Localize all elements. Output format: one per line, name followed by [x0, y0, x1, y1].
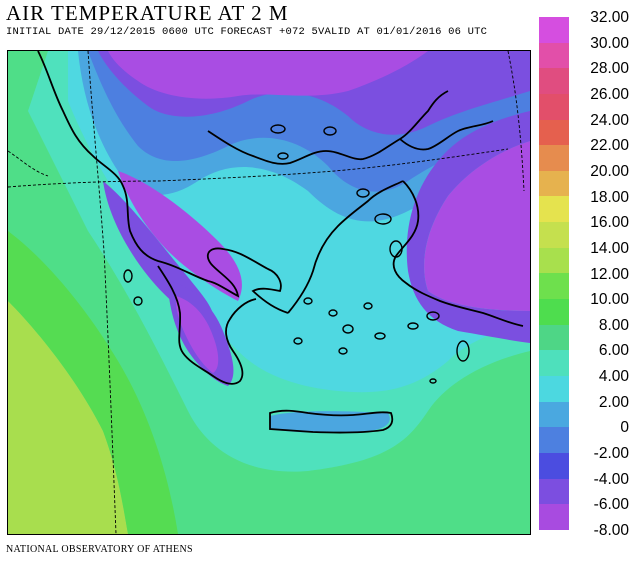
- legend-swatch: [539, 68, 569, 94]
- legend-swatch: [539, 247, 569, 274]
- legend-swatch: [539, 324, 569, 351]
- field-southwest-warm: [8, 301, 128, 534]
- island: [389, 240, 403, 258]
- temperature-map: [7, 50, 531, 535]
- legend-swatch: [539, 427, 569, 453]
- field-mainland-violet: [118, 171, 242, 301]
- island: [328, 309, 338, 317]
- island: [429, 378, 437, 384]
- legend-label: 32.00: [590, 9, 629, 26]
- credit-text: NATIONAL OBSERVATORY OF ATHENS: [6, 544, 193, 555]
- legend-swatch: [539, 17, 569, 43]
- field-ionian-green: [8, 231, 178, 534]
- legend-label: 14.00: [590, 239, 629, 257]
- coastlines: [37, 51, 524, 434]
- island: [277, 152, 289, 160]
- island: [356, 188, 370, 198]
- island: [133, 296, 143, 306]
- legend-label: -8.00: [593, 522, 629, 539]
- island: [407, 322, 419, 330]
- legend-swatch: [539, 273, 569, 300]
- island: [342, 324, 354, 334]
- legend-swatch: [539, 170, 569, 197]
- legend-swatch: [539, 350, 569, 376]
- island: [374, 332, 386, 340]
- legend-label: 28.00: [590, 60, 629, 78]
- color-scale-bar: [539, 17, 569, 530]
- coastline-north: [207, 90, 449, 165]
- island: [456, 340, 470, 362]
- legend-label: -6.00: [593, 496, 629, 514]
- coastline-peloponnese: [157, 265, 257, 385]
- legend-swatch: [539, 119, 569, 146]
- coastline-aegean-west: [287, 180, 404, 314]
- legend-swatch: [539, 222, 569, 248]
- legend-label: 2.00: [598, 393, 629, 411]
- legend-swatch: [539, 375, 569, 402]
- legend-label: -2.00: [593, 445, 629, 463]
- island: [363, 302, 373, 310]
- island: [374, 213, 392, 225]
- border-line: [87, 51, 117, 534]
- border-line: [507, 51, 525, 192]
- legend-label: 16.00: [590, 214, 629, 232]
- legend-label: 30.00: [590, 34, 629, 52]
- legend-label: 0: [620, 419, 629, 437]
- coastline-crete: [269, 409, 394, 434]
- islands: [123, 124, 470, 384]
- island: [303, 297, 313, 305]
- field-anatolia-purple: [406, 111, 530, 343]
- forecast-info: INITIAL DATE 29/12/2015 0600 UTC FORECAS…: [6, 26, 488, 38]
- legend-label: -4.00: [593, 470, 629, 488]
- island: [293, 337, 303, 345]
- legend-swatch: [539, 401, 569, 428]
- legend-label: 24.00: [590, 111, 629, 129]
- legend-swatch: [539, 452, 569, 479]
- island: [270, 124, 286, 134]
- legend-label: 6.00: [598, 342, 629, 360]
- coastline-anatolia: [392, 180, 524, 327]
- island: [323, 126, 337, 136]
- legend-label: 20.00: [590, 162, 629, 180]
- map-title: AIR TEMPERATURE AT 2 M: [6, 1, 289, 25]
- island: [123, 269, 133, 283]
- island: [338, 347, 348, 355]
- legend-label: 18.00: [590, 188, 629, 206]
- legend-label: 12.00: [590, 265, 629, 283]
- legend-label: 4.00: [598, 368, 629, 386]
- field-balkan-violet: [108, 51, 428, 99]
- island: [426, 311, 440, 321]
- field-crete: [270, 411, 390, 433]
- legend-swatch: [539, 93, 569, 120]
- color-scale-labels: 32.00 30.00 28.00 26.00 24.00 22.00 20.00 18.00…: [574, 9, 632, 539]
- temperature-field: [8, 51, 530, 534]
- legend-label: 8.00: [598, 316, 629, 334]
- coastline-mainland: [37, 51, 289, 314]
- legend-swatch: [539, 478, 569, 505]
- legend-swatch: [539, 145, 569, 171]
- legend-label: 10.00: [590, 291, 629, 309]
- field-peloponnese-violet: [175, 296, 219, 373]
- field-anatolia-violet: [424, 141, 530, 311]
- border-line: [8, 148, 509, 188]
- legend-swatch: [539, 504, 569, 530]
- legend-swatch: [539, 196, 569, 223]
- legend-swatch: [539, 42, 569, 69]
- borders: [8, 51, 525, 534]
- coastline-thrace: [399, 120, 494, 151]
- legend-label: 22.00: [590, 137, 629, 155]
- legend-label: 26.00: [590, 85, 629, 103]
- legend-swatch: [539, 299, 569, 325]
